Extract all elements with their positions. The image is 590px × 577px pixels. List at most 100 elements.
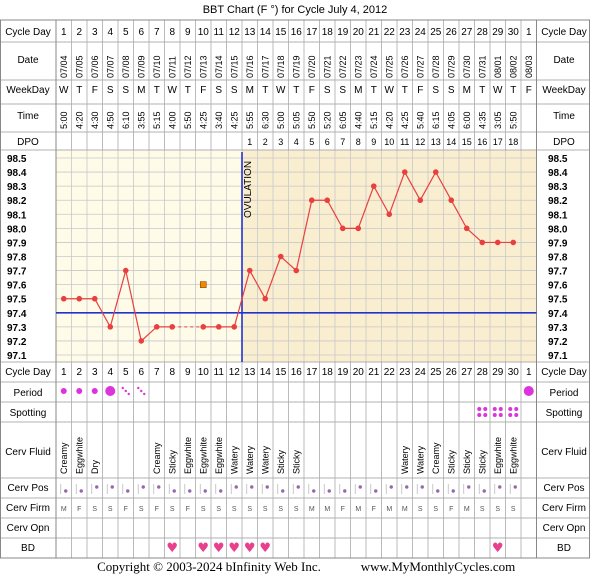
temperature-point: [122, 267, 129, 274]
cycle-day-cell-bottom: 25: [430, 367, 442, 378]
cerv-fluid-cell: Dry: [90, 460, 100, 474]
y-tick-label-left: 98.4: [7, 168, 27, 179]
cerv-pos-marker: [312, 489, 316, 493]
y-tick-label-left: 97.4: [7, 309, 27, 320]
temperature-point: [432, 169, 439, 175]
cerv-pos-marker: [498, 485, 502, 489]
spotting-marker: [508, 407, 513, 411]
cycle-day-cell-bottom: 28: [477, 367, 489, 378]
cerv-firm-cell: S: [418, 506, 423, 513]
weekday-cell: F: [417, 85, 423, 96]
cerv-pos-marker: [389, 485, 393, 489]
date-cell: 08/01: [493, 55, 503, 78]
time-cell: 6:05: [338, 111, 348, 129]
time-cell: 5:50: [508, 111, 518, 129]
y-tick-label-left: 98.0: [7, 224, 27, 235]
date-cell: 07/19: [291, 55, 301, 78]
spotting-marker: [498, 407, 503, 411]
cycle-day-cell-bottom: 4: [107, 367, 113, 378]
label-bd-right: BD: [557, 543, 571, 554]
cycle-day-cell-bottom: 21: [368, 367, 380, 378]
cerv-fluid-cell: Watery: [245, 445, 255, 474]
weekday-cell: W: [276, 85, 286, 96]
period-marker: [91, 388, 98, 394]
weekday-cell: S: [107, 85, 114, 96]
cerv-firm-cell: F: [372, 506, 376, 513]
cerv-fluid-cell: Eggwhite: [214, 437, 224, 474]
cycle-day-cell: 17: [306, 27, 318, 38]
cerv-firm-cell: F: [155, 506, 159, 513]
cycle-day-cell: 14: [260, 27, 272, 38]
time-cell: 5:40: [415, 111, 425, 129]
time-cell: 5:00: [59, 111, 69, 129]
dpo-cell: 3: [278, 137, 283, 147]
row-labels: Cycle Day Date WeekDay Time DPO Cycle Da…: [5, 27, 587, 554]
cycle-day-cell: 20: [353, 27, 365, 38]
bd-heart-icon: ♥: [244, 541, 256, 556]
bd-heart-icon: ♥: [166, 541, 178, 556]
cerv-fluid-cell: Eggwhite: [508, 437, 518, 474]
period-marker: [76, 388, 83, 394]
label-cerv-fluid-right: Cerv Fluid: [541, 447, 587, 458]
y-tick-label-right: 97.1: [548, 351, 568, 362]
cerv-pos-marker: [343, 489, 347, 493]
y-tick-label-right: 98.0: [548, 224, 568, 235]
cerv-fluid-cell: Sticky: [462, 449, 472, 474]
y-tick-label-right: 97.2: [548, 337, 568, 348]
cycle-day-cell-bottom: 15: [275, 367, 287, 378]
y-tick-label-left: 97.5: [7, 295, 27, 306]
y-tick-label-right: 98.4: [548, 168, 568, 179]
cerv-pos-marker: [405, 485, 409, 489]
cycle-day-cell: 18: [322, 27, 334, 38]
cycle-day-cell: 28: [477, 27, 489, 38]
cerv-fluid-cell: Watery: [415, 445, 425, 474]
cerv-firm-cell: S: [495, 506, 500, 513]
y-tick-label-right: 97.5: [548, 295, 568, 306]
cerv-fluid-cell: Creamy: [152, 442, 162, 474]
cycle-day-cell: 4: [107, 27, 113, 38]
cerv-pos-marker: [64, 489, 68, 493]
spotting-marker: [514, 413, 519, 417]
cycle-day-cell-bottom: 14: [260, 367, 272, 378]
label-cerv-pos-right: Cerv Pos: [543, 483, 584, 494]
label-period-left: Period: [14, 388, 43, 399]
bd-heart-icon: ♥: [213, 541, 225, 556]
y-tick-label-left: 97.3: [7, 323, 27, 334]
temperature-point: [293, 267, 300, 274]
weekday-cell: S: [231, 85, 238, 96]
date-cell: 07/06: [90, 55, 100, 78]
cerv-firm-cell: F: [124, 506, 128, 513]
dpo-cell: 11: [400, 137, 409, 147]
cycle-day-cell-bottom: 13: [244, 367, 256, 378]
cycle-day-cell: 10: [198, 27, 210, 38]
cerv-firm-cell: M: [464, 506, 470, 513]
dpo-cell: 10: [384, 137, 394, 147]
y-tick-label-left: 97.7: [7, 267, 27, 278]
cycle-day-cell: 5: [123, 27, 129, 38]
cerv-fluid-cell: Sticky: [291, 449, 301, 474]
cerv-firm-cell: S: [433, 506, 438, 513]
cycle-day-cell-bottom: 9: [185, 367, 191, 378]
cycle-day-cell: 22: [384, 27, 396, 38]
cerv-fluid-cell: Sticky: [477, 449, 487, 474]
website-link[interactable]: www.MyMonthlyCycles.com: [361, 559, 515, 574]
cerv-firm-cell: M: [355, 506, 361, 513]
weekday-cell: S: [432, 85, 439, 96]
y-tick-label-right: 98.5: [548, 154, 568, 165]
data-rows: 1107/04W5:00CreamyM2207/05T4:20EggwhiteF…: [59, 27, 534, 556]
weekday-cell: S: [324, 85, 331, 96]
dpo-cell: 14: [446, 137, 456, 147]
y-tick-label-left: 98.1: [7, 210, 27, 221]
date-cell: 07/08: [121, 55, 131, 78]
date-cell: 07/11: [167, 56, 177, 78]
temperature-point: [231, 324, 238, 330]
cycle-day-cell: 15: [275, 27, 287, 38]
dpo-cell: 5: [309, 137, 314, 147]
cerv-pos-marker: [188, 489, 192, 493]
time-cell: 4:05: [446, 111, 456, 129]
label-spotting-left: Spotting: [10, 408, 47, 419]
cycle-day-cell-bottom: 2: [76, 367, 82, 378]
date-cell: 07/20: [307, 55, 317, 78]
dpo-cell: 1: [247, 137, 252, 147]
label-weekday-right: WeekDay: [542, 85, 585, 96]
